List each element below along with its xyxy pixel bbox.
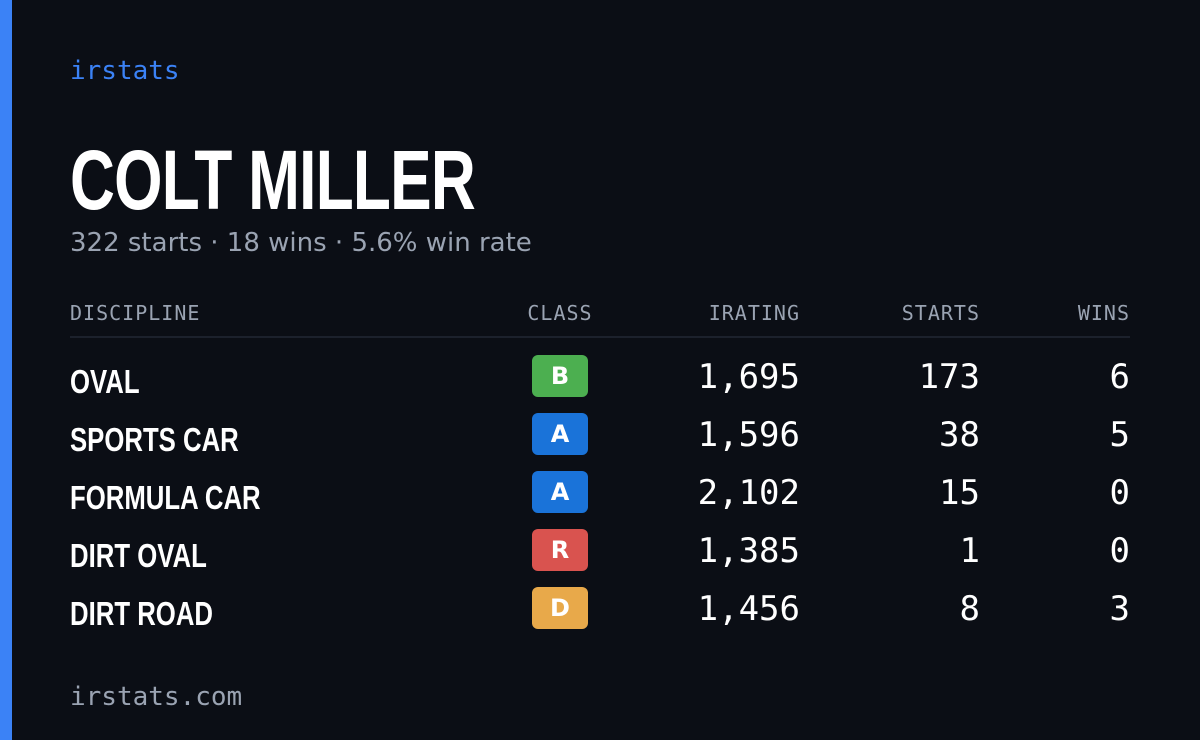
starts: 8 [959, 589, 980, 629]
header-rule [70, 336, 1130, 338]
player-summary: 322 starts · 18 wins · 5.6% win rate [70, 228, 532, 258]
class-badge: D [532, 587, 588, 629]
column-header: DISCIPLINE [70, 301, 201, 325]
class-badge: A [532, 413, 588, 455]
column-header: WINS [1077, 301, 1130, 325]
wins: 0 [1109, 531, 1130, 571]
accent-bar [0, 0, 12, 740]
column-header: STARTS [901, 301, 980, 325]
starts: 38 [939, 415, 980, 455]
player-name: COLT MILLER [70, 133, 476, 227]
irating: 1,596 [697, 415, 800, 455]
wins: 5 [1109, 415, 1130, 455]
discipline: SPORTS CAR [70, 421, 239, 458]
class-badge: A [532, 471, 588, 513]
column-header: IRATING [708, 301, 800, 325]
class-badge: B [532, 355, 588, 397]
wins: 6 [1109, 357, 1130, 397]
brand: irstats [70, 56, 180, 86]
discipline: DIRT ROAD [70, 595, 213, 632]
discipline: DIRT OVAL [70, 537, 207, 574]
discipline: FORMULA CAR [70, 479, 261, 516]
irating: 1,385 [697, 531, 800, 571]
starts: 1 [959, 531, 980, 571]
column-header: CLASS [527, 301, 593, 325]
starts: 15 [939, 473, 980, 513]
starts: 173 [918, 357, 980, 397]
class-badge: R [532, 529, 588, 571]
wins: 0 [1109, 473, 1130, 513]
discipline: OVAL [70, 363, 140, 400]
irating: 1,456 [697, 589, 800, 629]
irating: 1,695 [697, 357, 800, 397]
footer: irstats.com [70, 682, 243, 712]
irating: 2,102 [697, 473, 800, 513]
wins: 3 [1109, 589, 1130, 629]
